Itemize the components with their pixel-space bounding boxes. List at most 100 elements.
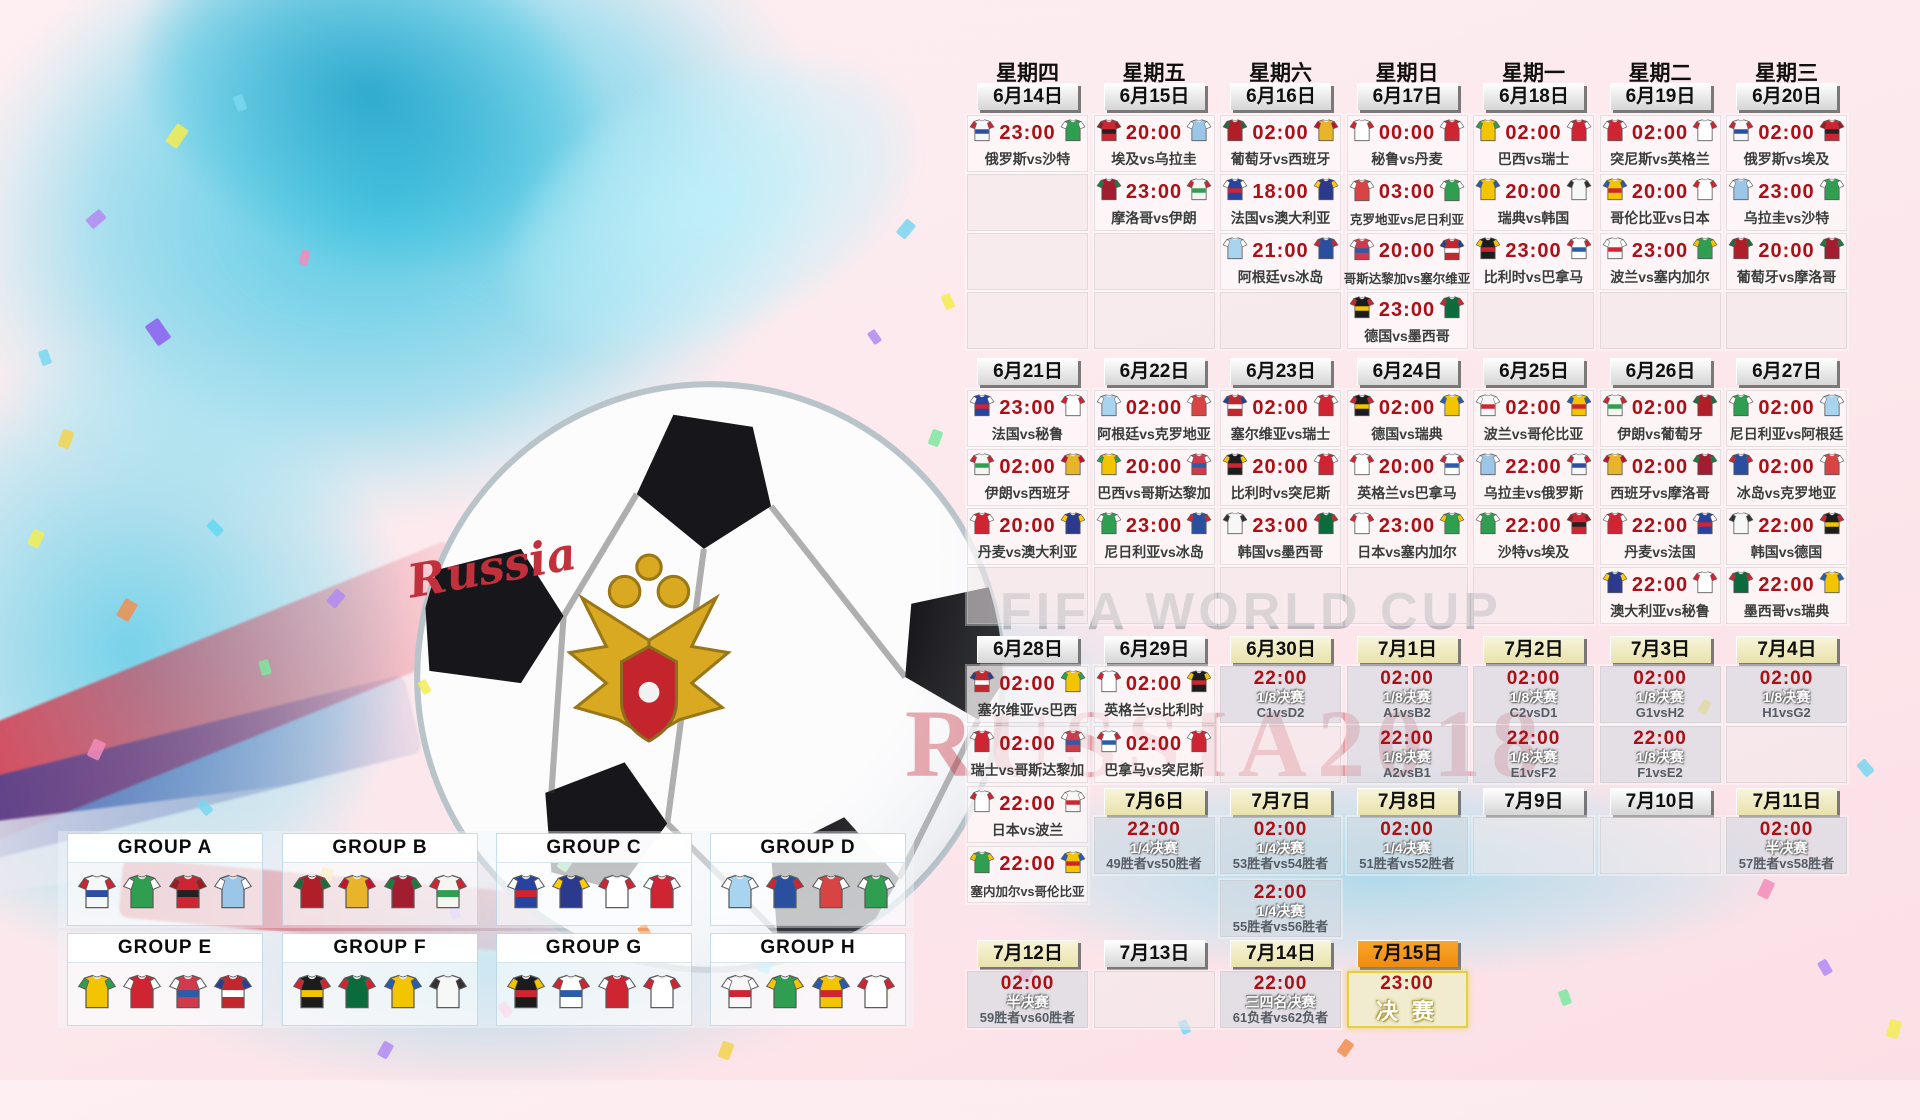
match-cell-top: 02:00 xyxy=(1096,669,1212,699)
away-jersey xyxy=(1819,394,1845,422)
jersey-icon xyxy=(1439,512,1465,535)
group-jerseys-row xyxy=(711,863,905,925)
confetti-piece xyxy=(1885,1018,1903,1040)
away-jersey xyxy=(1186,119,1212,147)
group-name-label: GROUP C xyxy=(497,834,691,863)
jersey-icon xyxy=(1566,237,1591,260)
knockout-time: 22:00 xyxy=(1380,727,1434,749)
date-pill: 6月21日 xyxy=(977,358,1078,385)
away-jersey xyxy=(1313,394,1339,422)
jersey-icon xyxy=(552,874,591,908)
jersey-icon xyxy=(1223,178,1248,201)
empty-cell xyxy=(1093,971,1215,1028)
match-cell: 21:00 阿根廷vs冰岛 xyxy=(1220,233,1341,290)
jersey-icon xyxy=(506,974,545,1008)
group-name-label: GROUP F xyxy=(283,934,477,963)
match-cell: 22:00 塞内加尔vs哥伦比亚 xyxy=(967,846,1088,903)
home-jersey xyxy=(1728,119,1754,147)
jersey-icon xyxy=(1349,178,1375,201)
empty-cell xyxy=(1473,817,1594,874)
group-name-label: GROUP H xyxy=(711,934,905,963)
match-teams-label: 比利时vs巴拿马 xyxy=(1483,269,1584,285)
away-jersey xyxy=(1566,394,1592,422)
home-jersey xyxy=(1475,394,1501,422)
knockout-matchup: G1vsH2 xyxy=(1635,704,1685,720)
empty-cell xyxy=(967,174,1088,231)
team-jersey xyxy=(551,974,591,1015)
jersey-icon xyxy=(1602,571,1628,594)
date-pill: 7月12日 xyxy=(977,940,1078,967)
match-cell: 02:00 葡萄牙vs西班牙 xyxy=(1220,115,1341,172)
jersey-icon xyxy=(1819,119,1844,142)
jersey-icon xyxy=(1096,730,1122,753)
knockout-stage: 半决赛 xyxy=(1765,839,1808,856)
knockout-stage: 1/8决赛 xyxy=(1256,688,1305,705)
jersey-icon xyxy=(1476,453,1501,476)
jersey-icon xyxy=(1692,571,1718,594)
away-jersey xyxy=(1566,453,1592,481)
jersey-icon xyxy=(970,453,995,476)
date-pill: 6月30日 xyxy=(1230,636,1331,663)
match-cell-top: 20:00 xyxy=(1602,177,1718,207)
jersey-icon xyxy=(1313,119,1338,142)
match-cell: 23:00 法国vs秘鲁 xyxy=(967,390,1088,447)
home-jersey xyxy=(1728,453,1754,481)
home-jersey xyxy=(1602,119,1628,147)
jersey-icon xyxy=(123,974,162,1008)
empty-cell xyxy=(1599,292,1721,349)
match-teams-label: 塞尔维亚vs瑞士 xyxy=(1230,426,1331,442)
team-jersey xyxy=(122,874,162,915)
match-cell: 02:00 英格兰vs比利时 xyxy=(1093,666,1215,723)
away-jersey xyxy=(1060,790,1086,818)
empty-cell xyxy=(1726,726,1847,783)
group-box-c: GROUP C xyxy=(496,833,692,926)
away-jersey xyxy=(1439,296,1465,324)
match-cell-top: 02:00 xyxy=(1475,393,1591,423)
jersey-icon xyxy=(1223,119,1248,142)
knockout-time: 02:00 xyxy=(1759,667,1814,689)
match-cell: 23:00 日本vs塞内加尔 xyxy=(1346,508,1468,565)
match-cell: 20:00 英格兰vs巴拿马 xyxy=(1346,449,1468,506)
jersey-icon xyxy=(1223,453,1248,476)
match-cell: 02:00 巴拿马vs突尼斯 xyxy=(1093,726,1215,783)
match-cell-top: 20:00 xyxy=(1222,452,1338,482)
match-cell: 02:00 阿根廷vs克罗地亚 xyxy=(1093,390,1215,447)
date-pill: 7月6日 xyxy=(1103,788,1205,815)
match-teams-label: 巴西vs瑞士 xyxy=(1497,151,1570,167)
home-jersey xyxy=(1475,119,1501,147)
away-jersey xyxy=(1439,453,1465,481)
match-cell: 02:00 伊朗vs葡萄牙 xyxy=(1599,390,1721,447)
match-time: 23:00 xyxy=(1758,180,1815,203)
home-jersey xyxy=(1096,730,1122,758)
jersey-icon xyxy=(1819,237,1844,260)
away-jersey xyxy=(1819,178,1845,206)
jersey-icon xyxy=(970,512,995,535)
match-cell: 20:00 哥斯达黎加vs塞尔维亚 xyxy=(1344,233,1470,290)
group-jerseys-row xyxy=(283,963,477,1025)
match-cell-top: 02:00 xyxy=(1475,118,1591,148)
home-jersey xyxy=(1096,119,1122,147)
home-jersey xyxy=(969,394,995,422)
match-cell: 23:00 俄罗斯vs沙特 xyxy=(967,115,1088,172)
match-time: 22:00 xyxy=(1631,573,1689,596)
jersey-icon xyxy=(168,974,207,1008)
home-jersey xyxy=(1349,237,1375,266)
knockout-stage: 1/8决赛 xyxy=(1383,688,1431,705)
jersey-icon xyxy=(1186,453,1212,476)
match-time: 23:00 xyxy=(1631,239,1689,262)
away-jersey xyxy=(1819,453,1845,481)
group-box-h: GROUP H xyxy=(710,933,906,1026)
match-cell-top: 23:00 xyxy=(1096,511,1212,541)
knockout-time: 02:00 xyxy=(1633,667,1687,689)
date-pill: 7月7日 xyxy=(1230,788,1331,815)
jersey-icon xyxy=(168,874,207,908)
match-teams-label: 阿根廷vs克罗地亚 xyxy=(1097,426,1211,442)
match-time: 23:00 xyxy=(999,121,1056,144)
match-time: 02:00 xyxy=(1252,121,1309,144)
empty-cell xyxy=(1093,292,1215,349)
knockout-cell: 02:00 1/8决赛 C2vsD1 xyxy=(1473,666,1594,723)
group-name-label: GROUP G xyxy=(497,934,691,963)
team-jersey xyxy=(506,974,546,1015)
away-jersey xyxy=(1060,850,1086,879)
empty-cell xyxy=(1599,817,1721,874)
